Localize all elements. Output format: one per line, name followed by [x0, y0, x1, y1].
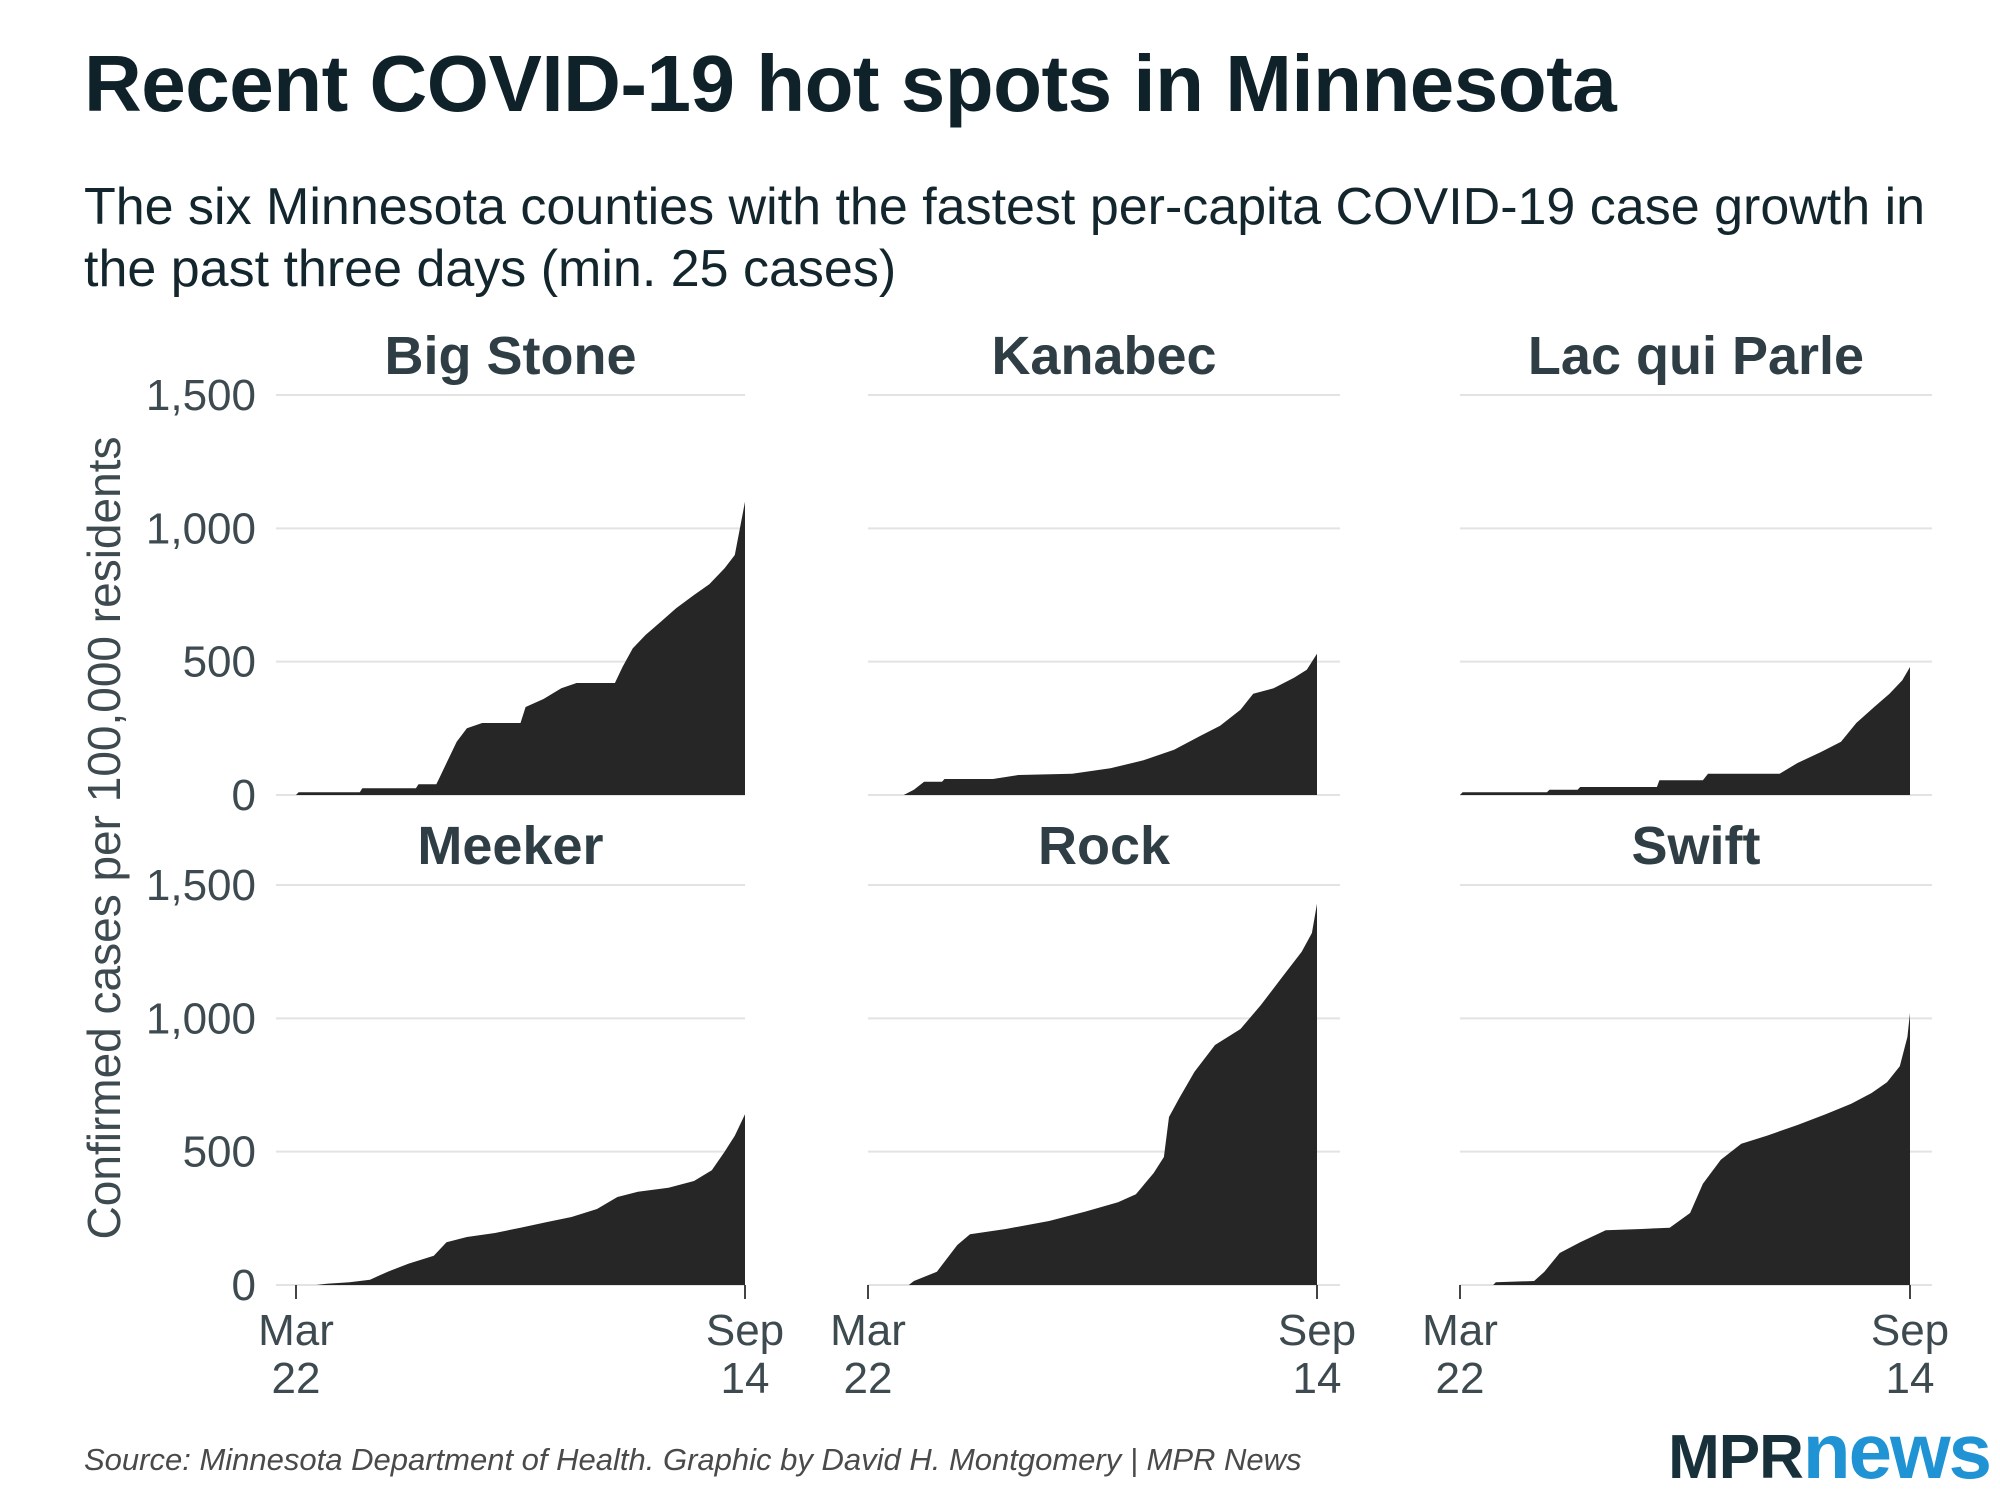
- area-lac-qui-parle: [1460, 667, 1910, 795]
- x-tick-label: Sep 14: [1871, 1306, 1949, 1403]
- panel-title-rock: Rock: [1038, 816, 1171, 876]
- y-tick-label: 1,000: [146, 504, 256, 553]
- y-tick-label: 0: [232, 1261, 256, 1310]
- panel-kanabec: Kanabec: [868, 326, 1340, 796]
- area-big-stone: [296, 501, 745, 795]
- panel-meeker: Meeker 0 500 1,000 1,500 Mar 22 Sep 14: [146, 816, 784, 1403]
- y-tick-label: 1,500: [146, 371, 256, 420]
- panel-title-swift: Swift: [1632, 816, 1761, 876]
- panel-swift: Swift Mar 22 Sep 14: [1422, 816, 1949, 1403]
- mpr-news-logo: MPRnews: [1668, 1412, 1992, 1492]
- x-tick-label: Mar 22: [1422, 1306, 1498, 1403]
- panel-title-meeker: Meeker: [417, 816, 603, 876]
- panel-lac-qui-parle: Lac qui Parle: [1460, 326, 1932, 796]
- panel-big-stone: Big Stone 0 500 1,000 1,500: [146, 326, 745, 820]
- panel-title-kanabec: Kanabec: [991, 326, 1216, 386]
- small-multiples-chart: Confirmed cases per 100,000 residents Big…: [78, 326, 1949, 1403]
- x-tick-label: Sep 14: [1278, 1306, 1356, 1403]
- panel-title-big-stone: Big Stone: [385, 326, 637, 386]
- y-axis-label: Confirmed cases per 100,000 residents: [78, 437, 130, 1240]
- logo-mpr-text: MPR: [1668, 1423, 1804, 1492]
- chart-title: Recent COVID-19 hot spots in Minnesota: [84, 39, 1617, 128]
- area-kanabec: [868, 653, 1317, 795]
- y-tick-label: 500: [183, 1128, 256, 1177]
- area-swift: [1460, 1013, 1910, 1285]
- panel-title-lac-qui-parle: Lac qui Parle: [1528, 326, 1864, 386]
- chart-subtitle: The six Minnesota counties with the fast…: [84, 178, 1926, 298]
- y-tick-label: 1,500: [146, 861, 256, 910]
- x-tick-label: Mar 22: [830, 1306, 906, 1403]
- y-tick-label: 0: [232, 771, 256, 820]
- source-note: Source: Minnesota Department of Health. …: [84, 1442, 1302, 1477]
- area-rock: [868, 903, 1317, 1285]
- x-tick-label: Mar 22: [258, 1306, 334, 1403]
- logo-news-text: news: [1802, 1407, 1992, 1495]
- y-tick-label: 500: [183, 638, 256, 687]
- panel-rock: Rock Mar 22 Sep 14: [830, 816, 1356, 1403]
- x-tick-label: Sep 14: [706, 1306, 784, 1403]
- area-meeker: [296, 1114, 745, 1285]
- y-tick-label: 1,000: [146, 994, 256, 1043]
